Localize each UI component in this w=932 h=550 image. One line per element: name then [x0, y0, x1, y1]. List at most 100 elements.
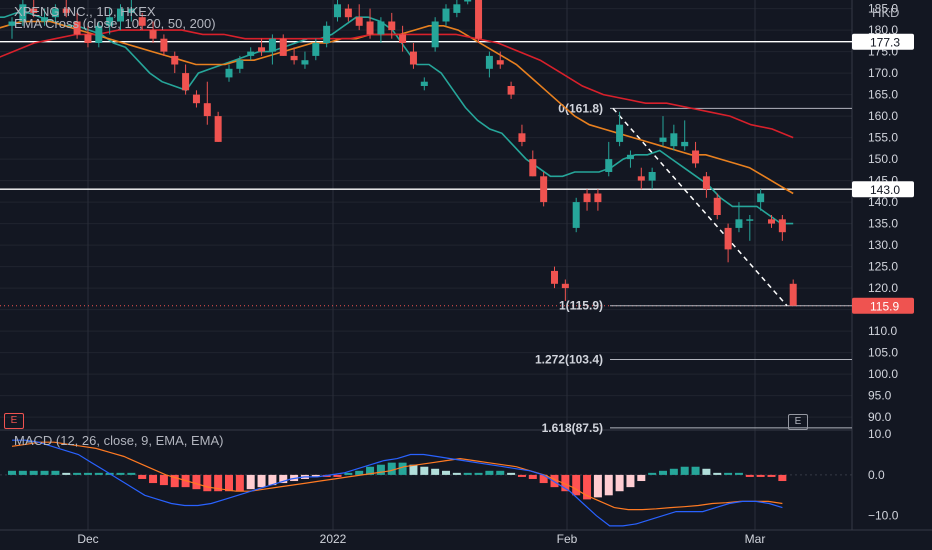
time-tick-label-2: Feb [557, 532, 578, 546]
ema-legend[interactable]: EMA Cross (close, 10, 20, 50, 200) [14, 16, 216, 31]
candle-body [41, 17, 49, 22]
candle-body [572, 202, 580, 228]
price-tick-label: 180.0 [868, 23, 898, 37]
price-tick-label: 150.0 [868, 152, 898, 166]
symbol-legend[interactable]: XPENG INC., 1D, HKEX [14, 4, 156, 19]
candle-body [19, 4, 27, 22]
candle-body [149, 30, 157, 39]
macd-histogram-bar [528, 474, 537, 479]
candle-body [561, 283, 569, 289]
candle-body [203, 103, 211, 117]
macd-histogram-bar [615, 474, 624, 492]
candle-body [789, 283, 797, 306]
time-axis: Dec 2022 Feb Mar [77, 532, 765, 546]
candle-body [51, 8, 59, 18]
macd-histogram-bar [431, 468, 440, 475]
macd-histogram-bar [702, 468, 711, 475]
price-tick-label: 125.0 [868, 260, 898, 274]
symbol-text: XPENG INC., 1D, HKEX [14, 4, 156, 19]
candle-body [258, 47, 266, 52]
candle-body [692, 150, 700, 164]
macd-histogram-bar [583, 474, 592, 500]
macd-histogram-bar [149, 474, 158, 484]
price-tick-label: 135.0 [868, 217, 898, 231]
price-tag-text-2: 115.9 [870, 300, 899, 314]
macd-histogram-bar [138, 474, 147, 479]
candle-body [95, 25, 103, 43]
earnings-marker-left[interactable]: E [4, 413, 24, 429]
candle-body [746, 219, 754, 221]
candle-body [117, 8, 124, 22]
earnings-marker-right[interactable]: E [788, 414, 808, 430]
candle-body [279, 38, 287, 56]
macd-line [12, 439, 783, 527]
candle-body [420, 81, 428, 86]
candle-body [171, 55, 179, 65]
macd-histogram-bar [279, 474, 288, 484]
candle-body [247, 51, 255, 56]
macd-histogram-bar [507, 472, 516, 475]
price-tick-label: 90.0 [868, 410, 892, 424]
price-tag-text-0: 177.3 [870, 36, 900, 50]
candle-body [507, 86, 515, 95]
candle-body [62, 8, 70, 13]
macd-tick-label: 10.0 [868, 427, 892, 441]
candle-body [409, 51, 417, 65]
macd-histogram-bar [691, 466, 700, 475]
macd-histogram-bar [539, 474, 548, 484]
macd-histogram-bar [192, 474, 201, 490]
macd-histogram-bar [366, 466, 375, 475]
candle-body [8, 21, 16, 26]
candle-body [670, 133, 678, 147]
macd-legend[interactable]: MACD (12, 26, close, 9, EMA, EMA) [14, 433, 224, 448]
candle-body [735, 219, 743, 228]
macd-panel: 10.0 0.0 −10.0 [0, 427, 899, 527]
macd-histogram-bar [387, 462, 396, 475]
price-tick-label: 105.0 [868, 346, 898, 360]
currency-text: HKD [872, 5, 900, 20]
macd-histogram-bar [561, 474, 570, 492]
macd-histogram-bar [409, 464, 418, 475]
macd-histogram-bar [626, 474, 635, 488]
price-tag-bg-1 [852, 181, 914, 198]
candle-body [778, 219, 786, 233]
fib-level-label-1: 1(115.9) [559, 299, 603, 313]
macd-histogram-bar [517, 474, 526, 477]
candle-body [648, 172, 656, 181]
macd-legend-text: MACD (12, 26, close, 9, EMA, EMA) [14, 433, 224, 448]
macd-histogram-bar [257, 474, 266, 488]
macd-histogram-bar [127, 472, 136, 475]
candle-body [768, 219, 775, 224]
candle-body [182, 73, 190, 91]
macd-histogram-bar [225, 474, 233, 492]
macd-histogram-bar [463, 472, 472, 475]
candle-body [84, 34, 92, 43]
candle-body [713, 197, 721, 215]
candle-body [399, 34, 407, 43]
candle-body [518, 133, 526, 142]
macd-histogram-bar [485, 470, 494, 475]
macd-histogram-bar [767, 474, 776, 477]
price-axis: 90.095.0100.0105.0110.0115.0120.0125.013… [852, 2, 914, 424]
macd-histogram-bar [398, 462, 407, 475]
price-tick-label: 100.0 [868, 367, 898, 381]
candle-body [366, 21, 374, 35]
macd-histogram-bar [756, 474, 765, 477]
candle-body [431, 21, 439, 48]
macd-histogram-bar [333, 474, 342, 477]
macd-histogram-bar [442, 470, 450, 475]
candle-body [616, 124, 624, 142]
price-tag-bg-2 [852, 297, 914, 314]
candlesticks [8, 0, 797, 306]
ema-line-2 [0, 29, 794, 139]
macd-histogram-bar [474, 472, 483, 475]
macd-histogram-bar [159, 474, 168, 486]
macd-histogram-bar [734, 472, 743, 475]
macd-histogram-bar [637, 474, 646, 482]
candle-body [236, 60, 244, 69]
candle-body [388, 21, 396, 31]
candle-body [464, 0, 472, 2]
macd-histogram-bar [724, 472, 733, 475]
